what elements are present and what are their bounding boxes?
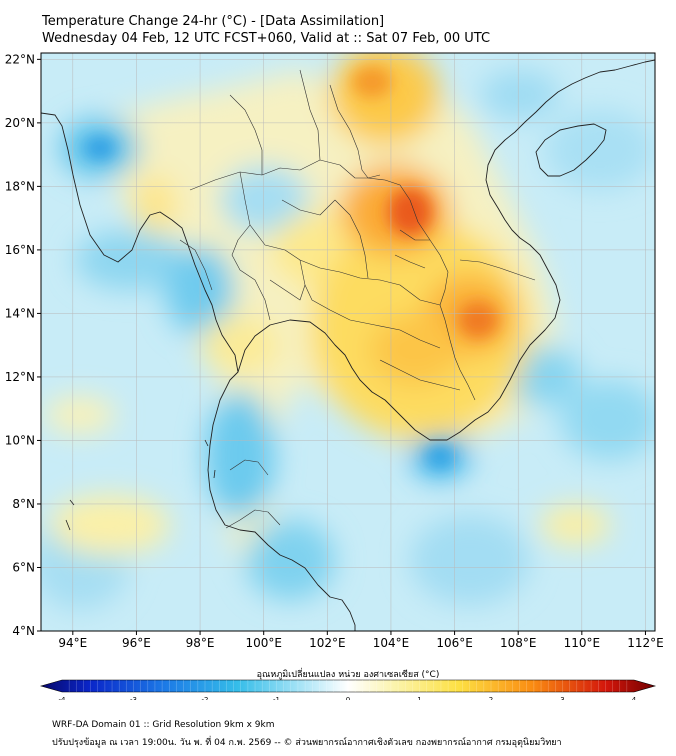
colorbar-tick-label: 1 [417,696,421,700]
border-line [394,229,430,269]
cold-core [85,137,115,159]
border-line [269,279,306,301]
warm-anomaly [45,397,115,433]
colorbar-tick-label: -1 [273,696,280,700]
border-line [225,509,281,529]
cool-anomaly [480,70,560,120]
lon-label: 104°E [373,636,410,650]
hot-anomaly [458,302,498,338]
lon-label: 108°E [500,636,537,650]
cool-anomaly [245,520,335,600]
cool-anomaly [220,165,310,235]
temperature-change-map: 22°N 20°N 18°N 16°N 14°N 12°N 10°N 8°N 6°N 4°N 94… [5,52,664,700]
lon-label: 102°E [309,636,346,650]
colorbar-tick-label: -4 [59,696,67,700]
map-title: Temperature Change 24-hr (°C) - [Data As… [42,14,385,29]
lon-label: 98°E [186,636,215,650]
map-plot-area [41,53,655,631]
coastlines [41,59,655,631]
colorbar-tick-label: 3 [560,696,564,700]
colorbar-title: อุณหภูมิเปลี่ยนแปลง หน่วย องศาเซลเซียส (… [256,670,440,680]
warm-anomaly [50,495,170,555]
border-line [379,359,461,391]
colorbar-segments [68,680,628,692]
lat-label: 18°N [5,179,35,193]
lat-label: 14°N [5,306,35,320]
border-line [179,239,213,291]
lon-label: 112°E [627,636,664,650]
colorbar-ticks: -4 -3 -2 -1 0 1 2 3 4 [59,696,637,700]
warm-anomaly [370,315,460,385]
longitude-labels: 94°E 96°E 98°E 100°E 102°E 104°E 106°E 108°E 110… [58,631,664,650]
border-line [281,199,336,216]
lon-label: 100°E [245,636,282,650]
border-line [329,84,369,179]
coastline-islands [65,439,216,531]
lon-label: 106°E [436,636,473,650]
colorbar-tick-label: 0 [346,696,350,700]
graticule [41,53,655,631]
lat-label: 10°N [5,433,35,447]
cold-core [426,445,454,467]
lat-label: 4°N [12,624,35,638]
lon-label: 110°E [564,636,601,650]
colorbar-tick-label: -3 [130,696,137,700]
coastline-mainland-west [41,112,356,631]
lon-label: 96°E [122,636,151,650]
coastline-hainan [535,123,607,177]
map-subtitle: Wednesday 04 Feb, 12 UTC FCST+060, Valid… [42,31,491,46]
border-line [229,459,269,476]
border-line [459,259,536,281]
colorbar-tick-label: -2 [202,696,209,700]
border-line [334,199,369,279]
border-line [367,177,476,401]
colorbar-tick-label: 4 [632,696,637,700]
admin-borders [179,69,536,529]
border-line [231,224,271,321]
border-line [229,94,263,175]
cool-anomaly [75,230,185,290]
cool-anomaly [545,110,655,190]
cool-anomaly [560,380,655,460]
border-line [189,159,381,191]
colorbar-tick-label: 2 [489,696,493,700]
hot-anomaly [388,188,432,236]
lat-label: 20°N [5,116,35,130]
border-line [299,259,441,349]
warm-anomaly [330,53,440,145]
footer-update-info: ปรับปรุงข้อมูล ณ เวลา 19:00น. วัน พ. ที่… [52,738,562,748]
hot-anomaly [352,66,392,98]
cool-anomaly [410,515,530,605]
lat-label: 16°N [5,243,35,257]
map-frame [40,52,656,632]
temperature-hotspots [85,66,498,467]
lat-label: 22°N [5,52,35,66]
colorbar-scale [39,679,657,693]
lat-label: 8°N [12,497,35,511]
coastline-mainland-east [237,59,655,441]
footer-model-info: WRF-DA Domain 01 :: Grid Resolution 9km … [52,720,275,730]
border-line [299,69,321,161]
colorbar: -4 -3 -2 -1 0 1 2 3 4 [39,679,657,700]
warm-anomaly [133,175,177,235]
latitude-labels: 22°N 20°N 18°N 16°N 14°N 12°N 10°N 8°N 6°N 4°N [5,52,41,638]
lat-label: 12°N [5,370,35,384]
warm-anomaly [540,505,610,545]
cool-anomaly [205,390,275,520]
lon-label: 94°E [58,636,87,650]
lat-label: 6°N [12,560,35,574]
